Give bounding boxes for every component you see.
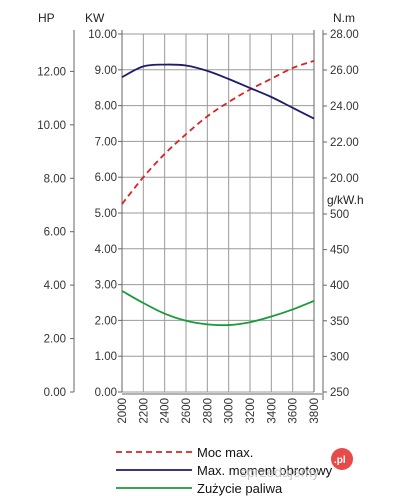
hp-tick-label: 2.00 — [44, 334, 66, 346]
watermark-text: sprzedajemy — [240, 464, 319, 480]
gkwh-tick-labels: 250 300 350 400 450 500 — [330, 209, 349, 399]
series-line-1 — [121, 59, 315, 205]
nm-tick-label: 22.00 — [330, 137, 359, 149]
chart-series — [121, 59, 315, 327]
chart-grid — [121, 33, 315, 393]
hp-tick-label: 12.00 — [37, 66, 66, 78]
chart-legend: Moc max. Max. moment obrotowy Zużycie pali… — [116, 445, 333, 496]
hp-axis-label: HP — [38, 11, 55, 25]
rpm-tick-labels: 2000 2200 2400 2600 2800 3000 3200 3400 3600 3800 — [117, 398, 321, 424]
hp-tick-label: 6.00 — [44, 227, 66, 239]
watermark: .pl sprzedajemy — [240, 448, 353, 480]
kw-axis-label: KW — [85, 11, 105, 25]
legend-label-1: Moc max. — [197, 445, 253, 460]
legend-label-3: Zużycie paliwa — [197, 481, 283, 496]
rpm-tick-label: 3600 — [288, 398, 300, 424]
kw-tick-label: 6.00 — [95, 172, 117, 184]
rpm-tick-label: 3400 — [266, 398, 278, 424]
kw-tick-label: 1.00 — [95, 351, 117, 363]
rpm-tick-label: 3800 — [309, 398, 321, 424]
legend-label-2: Max. moment obrotowy — [197, 463, 333, 478]
gkwh-tick-label: 500 — [330, 209, 349, 221]
hp-tick-labels: 0.00 2.00 4.00 6.00 8.00 10.00 12.00 — [37, 66, 66, 399]
kw-tick-label: 9.00 — [95, 65, 117, 77]
series-line-2 — [121, 63, 315, 120]
rpm-tick-label: 2600 — [181, 398, 193, 424]
hp-tick-label: 4.00 — [44, 280, 66, 292]
gkwh-tick-label: 300 — [330, 351, 349, 363]
rpm-tick-label: 3200 — [245, 398, 257, 424]
watermark-badge — [331, 448, 353, 470]
kw-tick-label: 4.00 — [95, 244, 117, 256]
gkwh-axis-label: g/kW.h — [327, 193, 364, 207]
rpm-tick-label: 2200 — [138, 398, 150, 424]
hp-tick-label: 10.00 — [37, 120, 66, 132]
nm-tick-label: 26.00 — [330, 65, 359, 77]
kw-tick-labels: 0.00 1.00 2.00 3.00 4.00 5.00 6.00 7.00 8.00 9.00… — [88, 29, 117, 399]
kw-tick-label: 10.00 — [88, 29, 117, 41]
kw-tick-label: 2.00 — [95, 315, 117, 327]
rpm-tick-label: 2800 — [202, 398, 214, 424]
kw-tick-label: 0.00 — [95, 387, 117, 399]
watermark-badge-text: .pl — [334, 455, 346, 466]
gkwh-tick-label: 450 — [330, 245, 349, 257]
kw-tick-label: 8.00 — [95, 101, 117, 113]
rpm-tick-label: 2400 — [160, 398, 172, 424]
kw-tick-label: 5.00 — [95, 208, 117, 220]
gkwh-tick-label: 400 — [330, 280, 349, 292]
gkwh-tick-label: 250 — [330, 387, 349, 399]
kw-tick-label: 7.00 — [95, 136, 117, 148]
nm-tick-labels: 20.00 22.00 24.00 26.00 28.00 — [330, 29, 359, 185]
nm-tick-label: 24.00 — [330, 101, 359, 113]
hp-tick-label: 0.00 — [44, 387, 66, 399]
nm-tick-label: 28.00 — [330, 29, 359, 41]
hp-tick-label: 8.00 — [44, 173, 66, 185]
nm-axis-label: N.m — [333, 11, 355, 25]
gkwh-tick-label: 350 — [330, 316, 349, 328]
nm-tick-label: 20.00 — [330, 173, 359, 185]
series-line-3 — [121, 290, 315, 327]
rpm-tick-label: 3000 — [224, 398, 236, 424]
rpm-tick-label: 2000 — [117, 398, 129, 424]
kw-tick-label: 3.00 — [95, 280, 117, 292]
chart-axes — [70, 30, 327, 400]
